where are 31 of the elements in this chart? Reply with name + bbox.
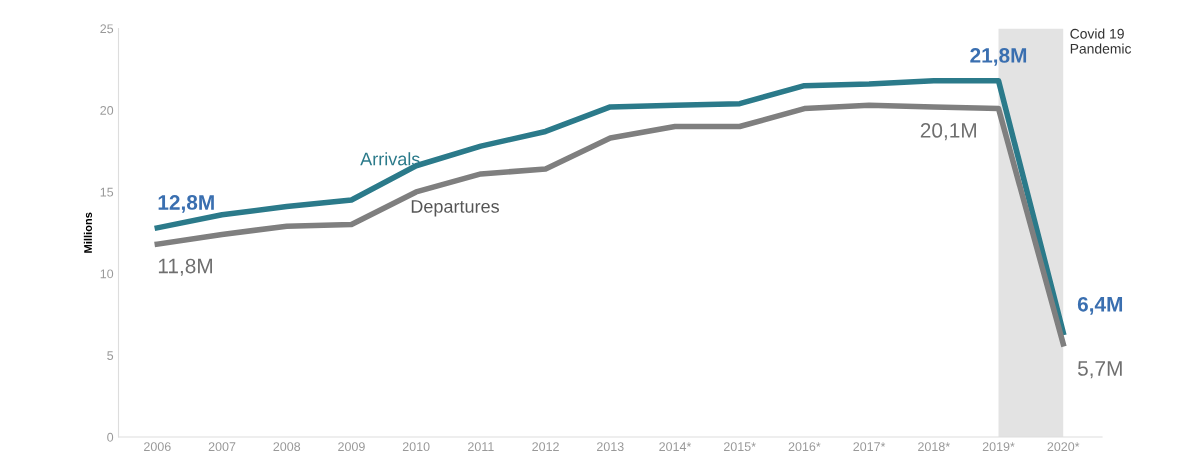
x-tick-label: 2011	[468, 442, 494, 452]
x-tick-label: 2016*	[788, 442, 821, 452]
band-label: Covid 19 Pandemic	[1070, 28, 1132, 54]
data-label: 20,1M	[920, 123, 976, 141]
x-tick-label: 2008	[273, 442, 301, 452]
data-label: 21,8M	[970, 48, 1027, 66]
data-label: 11,8M	[158, 258, 212, 276]
x-tick-label: 2018*	[918, 442, 950, 452]
y-tick-label: 0	[107, 432, 114, 442]
data-label: 12,8M	[158, 195, 214, 213]
x-tick-label: 2020*	[1047, 442, 1080, 452]
y-tick-label: 10	[100, 269, 114, 279]
x-tick-label: 2014*	[659, 442, 692, 452]
y-axis-title: Millions	[83, 212, 92, 253]
x-tick-label: 2017*	[853, 442, 886, 452]
y-tick-label: 20	[100, 106, 114, 115]
x-tick-label: 2009	[338, 442, 365, 452]
series-label: Departures	[411, 200, 499, 217]
x-tick-label: 2007	[208, 442, 236, 452]
x-tick-label: 2019*	[982, 442, 1015, 452]
x-tick-label: 2013	[597, 442, 624, 452]
y-tick-label: 15	[100, 187, 114, 197]
y-tick-label: 25	[100, 24, 114, 34]
data-label: 5,7M	[1077, 361, 1122, 379]
x-tick-label: 2015*	[723, 442, 756, 452]
series-label: Arrivals	[360, 152, 420, 166]
x-tick-label: 2006	[144, 442, 171, 452]
x-tick-label: 2012	[532, 442, 559, 452]
x-tick-label: 2010	[402, 442, 430, 452]
y-tick-label: 5	[107, 351, 114, 360]
data-label: 6,4M	[1077, 296, 1123, 315]
